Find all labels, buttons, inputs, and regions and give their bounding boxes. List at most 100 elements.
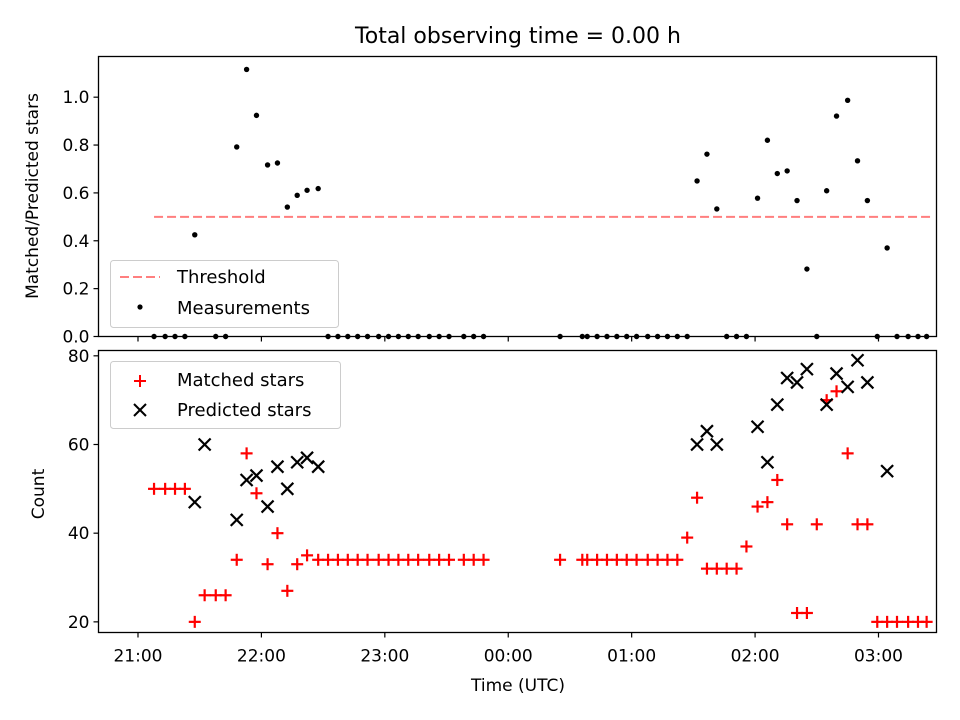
matched-star-point [188, 615, 201, 628]
predicted-star-point [300, 451, 314, 465]
predicted-star-point [187, 495, 202, 509]
measurement-point [704, 151, 710, 157]
predicted-star-point [850, 353, 865, 368]
predicted-star-point [800, 362, 814, 376]
measurement-point [234, 144, 240, 150]
predicted-star-point [290, 455, 304, 470]
measurement-point [754, 195, 761, 201]
predicted-star-point [790, 375, 804, 390]
bottom-y-tick-label: 20 [68, 613, 90, 633]
bottom-legend-box [110, 361, 341, 429]
chart-title: Total observing time = 0.00 h [354, 24, 681, 49]
matched-star-point [291, 558, 304, 571]
matched-star-point [781, 518, 794, 531]
measurement-point [274, 160, 281, 166]
predicted-star-point [829, 366, 844, 381]
matched-star-point [800, 606, 813, 619]
predicted-star-point [239, 473, 254, 487]
top-y-tick-label: 0.4 [62, 232, 89, 252]
top-y-axis-label: Matched/Predicted stars [23, 93, 43, 299]
predicted-star-point [860, 375, 875, 390]
matched-star-point [281, 584, 294, 597]
bottom-axes: 20 40 60 80 21:00 22:00 23:00 00:00 01:00 02:00 03… [68, 347, 903, 667]
measurement-point [774, 170, 780, 177]
measurement-point [243, 66, 250, 73]
measurement-point [884, 245, 890, 251]
matched-star-point [301, 549, 314, 562]
top-axes: 0.0 0.2 0.4 0.6 0.8 1.0 [62, 88, 880, 348]
bottom-axes-frame [97, 349, 938, 634]
matched-star-point [230, 553, 243, 566]
bottom-x-tick-label: 01:00 [607, 647, 656, 667]
top-y-tick-label: 0.2 [62, 280, 89, 300]
matched-star-point [920, 615, 933, 628]
matched-star-point [148, 482, 161, 495]
matched-star-point [554, 553, 567, 566]
measurement-point [823, 188, 830, 194]
predicted-star-point [760, 455, 775, 470]
predicted-star-point [770, 397, 785, 412]
measurement-point [264, 162, 271, 168]
matched-star-point [691, 491, 704, 504]
measurement-point [294, 192, 300, 199]
legend-threshold-label: Threshold [176, 267, 266, 288]
matched-star-point [178, 482, 191, 495]
predicted-star-point [840, 380, 855, 394]
measurement-point [714, 206, 720, 212]
measurement-point [864, 197, 871, 204]
top-y-tick-label: 0.0 [62, 328, 89, 348]
matched-star-point [751, 500, 764, 513]
predicted-star-point [750, 419, 765, 434]
matched-star-point [810, 518, 823, 531]
matched-star-point [861, 518, 874, 531]
bottom-x-tick-label: 02:00 [731, 647, 780, 667]
top-legend-box [110, 260, 339, 328]
matched-star-point [271, 527, 284, 540]
measurement-point [794, 197, 800, 204]
top-legend: Threshold Measurements [110, 260, 339, 328]
top-y-tick-label: 1.0 [62, 88, 89, 108]
measurement-point [844, 97, 851, 103]
bottom-panel: 20 40 60 80 21:00 22:00 23:00 00:00 01:00 02:00 03… [29, 347, 938, 696]
legend-predicted-label: Predicted stars [177, 400, 311, 421]
predicted-star-point [710, 437, 724, 452]
predicted-star-point [780, 371, 794, 385]
matched-star-point [841, 447, 854, 460]
bottom-legend: Matched stars Predicted stars [110, 361, 341, 429]
bottom-y-axis-label: Count [29, 468, 49, 519]
predicted-star-point [311, 459, 325, 474]
top-axes-frame [97, 55, 938, 338]
legend-predicted-swatch [133, 403, 147, 417]
matched-star-point [830, 385, 843, 398]
top-y-tick-label: 0.8 [62, 136, 89, 156]
matched-star-point [671, 553, 684, 566]
measurement-point [804, 266, 810, 272]
predicted-star-point [270, 459, 285, 474]
matched-star-point [761, 496, 774, 509]
x-axis-label: Time (UTC) [470, 676, 565, 696]
measurement-point [315, 185, 321, 192]
predicted-star-point [690, 437, 704, 452]
measurement-point [854, 158, 861, 164]
matched-star-point [740, 540, 753, 553]
matched-star-point [240, 447, 253, 460]
measurement-point [833, 113, 840, 119]
bottom-x-tick-label: 00:00 [484, 647, 533, 667]
top-panel: 0.0 0.2 0.4 0.6 0.8 1.0 Matched/Predicted sta… [23, 55, 938, 348]
predicted-star-point [880, 464, 894, 478]
bottom-y-tick-label: 80 [68, 347, 90, 367]
bottom-x-tick-label: 22:00 [237, 647, 286, 667]
measurement-point [253, 112, 260, 119]
matched-star-point [250, 487, 263, 500]
matched-star-point [261, 558, 274, 571]
legend-measurements-label: Measurements [177, 298, 310, 319]
measurement-point [304, 187, 310, 193]
bottom-y-tick-label: 40 [68, 524, 90, 544]
measurement-point [694, 178, 700, 184]
bottom-x-tick-label: 21:00 [113, 647, 162, 667]
matched-star-point [730, 562, 743, 575]
predicted-star-point [280, 482, 295, 496]
predicted-star-point [197, 437, 212, 452]
predicted-star-point [819, 397, 834, 412]
